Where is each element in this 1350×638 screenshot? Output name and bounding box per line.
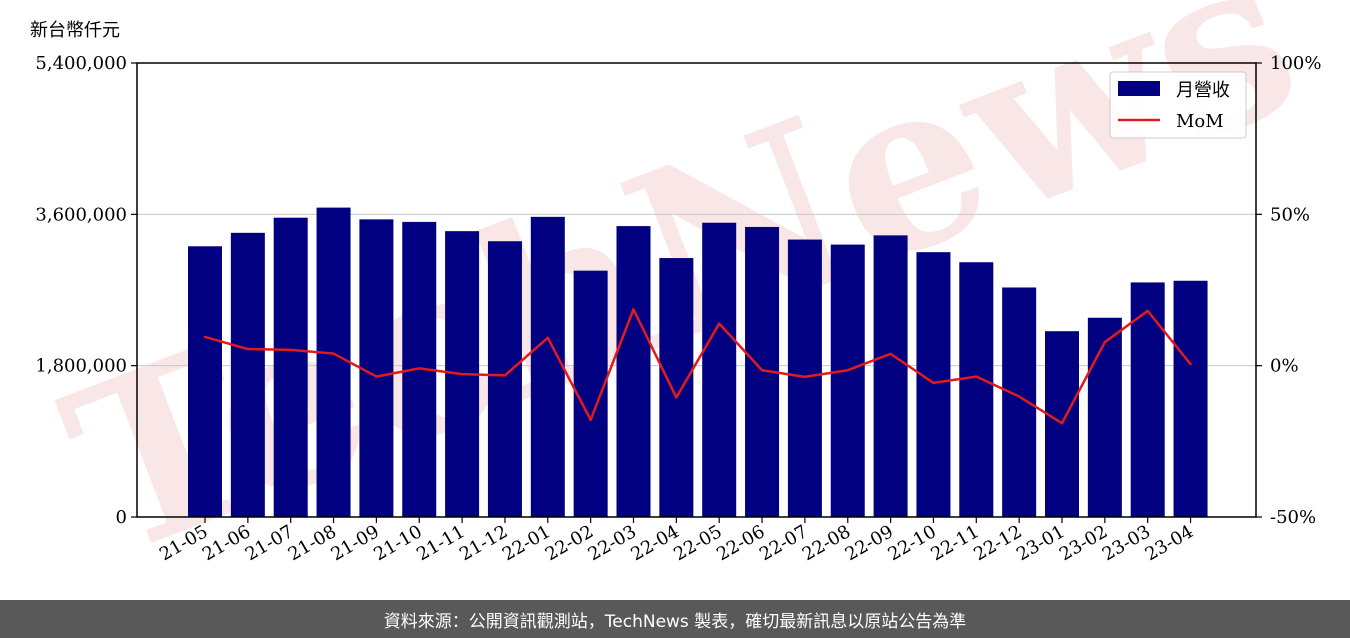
mom-point — [289, 348, 292, 352]
mom-point — [675, 396, 678, 399]
bar — [659, 258, 694, 517]
mom-point — [760, 369, 764, 372]
bar — [702, 222, 737, 518]
y-axis-unit-label: 新台幣仟元 — [30, 20, 120, 41]
plot-frame — [136, 62, 1257, 518]
x-tick-label: 22-09 — [842, 521, 897, 565]
mom-point — [1189, 362, 1192, 366]
bar — [230, 232, 265, 517]
mom-point — [460, 372, 464, 376]
source-footer: 資料來源：公開資訊觀測站，TechNews 製表，確切最新訊息以原站公告為準 — [0, 600, 1350, 638]
mom-line-series — [203, 308, 1192, 425]
x-tick-label: 22-01 — [499, 521, 554, 565]
bar — [1002, 287, 1037, 517]
mom-point — [632, 308, 635, 311]
bar — [359, 219, 394, 517]
mom-point — [418, 367, 421, 370]
mom-point — [503, 374, 507, 377]
bar — [1087, 317, 1122, 517]
legend: 月營收 MoM — [1109, 71, 1247, 139]
x-tick-label: 22-10 — [885, 521, 940, 565]
x-tick-label: 22-05 — [670, 521, 725, 565]
mom-point — [932, 381, 935, 385]
x-tick-label: 22-07 — [756, 521, 811, 565]
x-tick-label: 22-11 — [927, 521, 982, 565]
mom-point — [203, 335, 207, 339]
x-tick-label: 23-02 — [1056, 521, 1111, 565]
left-tick-label: 0 — [116, 507, 127, 528]
legend-label-mom: MoM — [1176, 111, 1224, 132]
bar — [1130, 282, 1165, 517]
right-tick-label: 0% — [1270, 356, 1299, 377]
left-tick-label: 1,800,000 — [35, 356, 127, 377]
bar — [616, 226, 651, 517]
legend-swatch-bar — [1118, 81, 1160, 96]
left-tick-label: 5,400,000 — [35, 53, 127, 74]
bar-series — [188, 207, 1208, 518]
mom-point — [332, 352, 335, 355]
mom-line — [204, 308, 1192, 425]
bar — [487, 241, 522, 517]
x-tick-label: 22-06 — [713, 521, 768, 565]
left-tick-label: 3,600,000 — [35, 204, 127, 225]
x-tick-label: 22-03 — [585, 521, 640, 565]
footer-text: 資料來源：公開資訊觀測站，TechNews 製表，確切最新訊息以原站公告為準 — [383, 611, 967, 632]
left-axis: 0 1,800,000 3,600,000 5,400,000 — [35, 53, 137, 528]
x-tick-label: 21-10 — [370, 521, 425, 565]
right-tick-label: 50% — [1270, 204, 1310, 225]
mom-point — [546, 336, 549, 340]
bar — [530, 216, 565, 517]
x-tick-label: 22-08 — [799, 521, 854, 565]
mom-point — [1146, 309, 1149, 313]
mom-point — [889, 352, 892, 356]
mom-point — [1017, 395, 1021, 398]
mom-point — [975, 375, 978, 378]
x-tick-label: 23-04 — [1142, 521, 1197, 565]
bar — [830, 244, 865, 517]
mom-point — [246, 347, 250, 351]
mom-point — [375, 375, 378, 378]
x-tick-label: 21-11 — [413, 521, 468, 565]
x-tick-label: 22-04 — [627, 521, 682, 565]
right-axis: -50% 0% 50% 100% — [1256, 53, 1321, 528]
mom-point — [718, 322, 721, 325]
mom-point — [803, 375, 807, 379]
x-tick-label: 22-12 — [970, 521, 1025, 565]
mom-point — [1103, 340, 1107, 344]
x-tick-label: 23-03 — [1099, 521, 1154, 565]
right-tick-label: 100% — [1270, 53, 1321, 74]
bar — [316, 207, 351, 517]
x-tick-label: 22-02 — [542, 521, 597, 565]
bar — [873, 235, 908, 517]
bar — [573, 270, 608, 517]
bar — [787, 239, 822, 518]
x-tick-label: 21-12 — [456, 521, 511, 565]
mom-point — [589, 418, 592, 422]
legend-label-revenue: 月營收 — [1176, 80, 1230, 101]
x-tick-label: 23-01 — [1013, 521, 1068, 565]
bar — [188, 246, 222, 517]
right-tick-label: -50% — [1270, 507, 1316, 528]
mom-point — [1060, 421, 1064, 425]
bar — [1173, 280, 1208, 517]
mom-point — [846, 369, 849, 372]
bar — [273, 217, 308, 517]
bar — [916, 252, 951, 517]
bar — [959, 262, 994, 517]
